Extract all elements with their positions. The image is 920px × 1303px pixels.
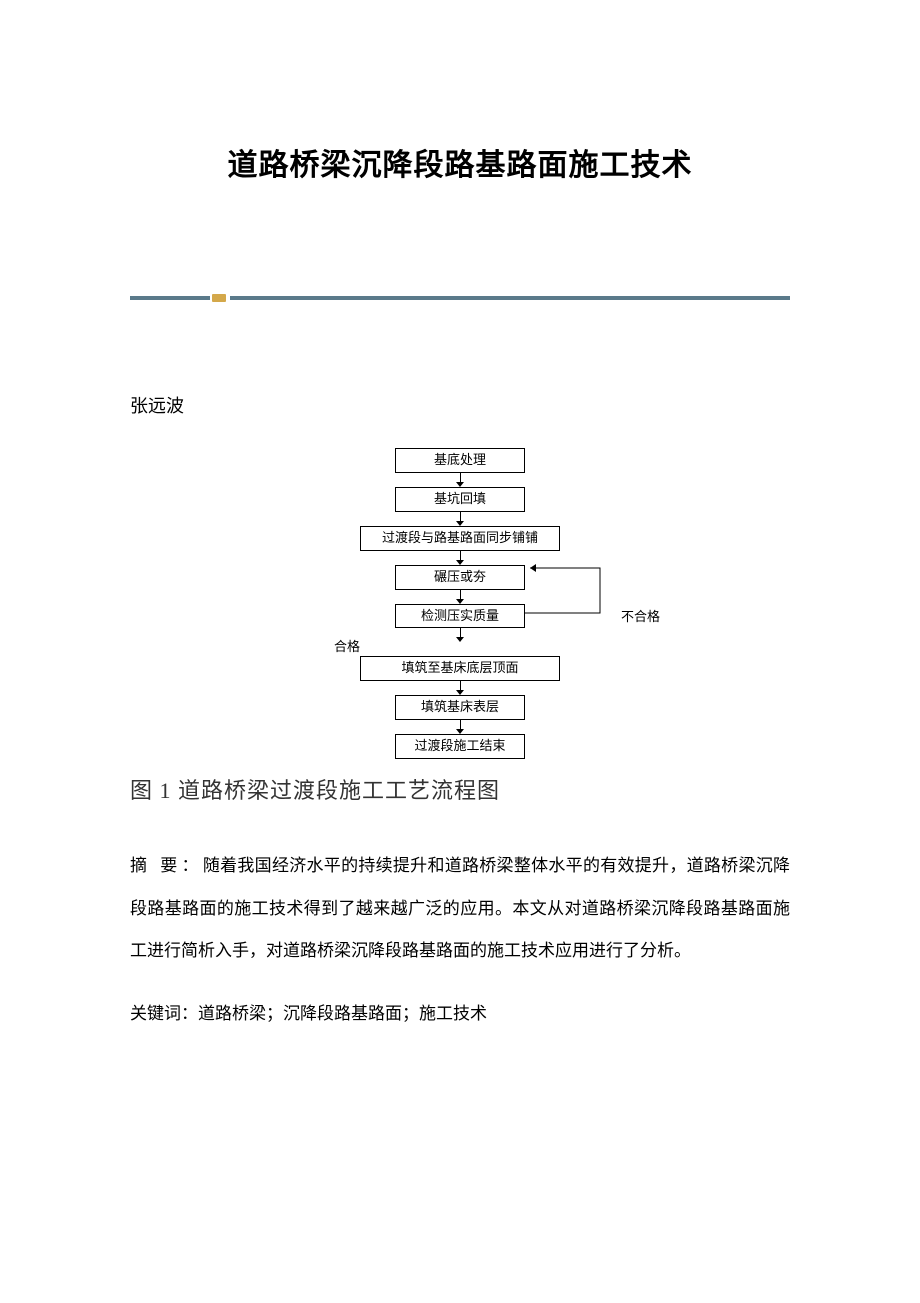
abstract-paragraph: 摘 要：随着我国经济水平的持续提升和道路桥梁整体水平的有效提升，道路桥梁沉降段路… <box>130 845 790 973</box>
figure-caption: 图 1 道路桥梁过渡段施工工艺流程图 <box>130 773 790 805</box>
divider-icon <box>212 294 226 302</box>
abstract-label: 摘 要： <box>130 856 203 875</box>
flow-node-8: 过渡段施工结束 <box>395 734 525 759</box>
flow-node-5: 检测压实质量 <box>395 604 525 629</box>
abstract-text: 随着我国经济水平的持续提升和道路桥梁整体水平的有效提升，道路桥梁沉降段路基路面的… <box>130 856 790 960</box>
flow-spacer <box>240 642 680 656</box>
divider-segment-left <box>130 296 210 300</box>
flow-label-fail: 不合格 <box>621 606 660 625</box>
flow-arrow <box>240 590 680 604</box>
flow-node-4: 碾压或夯 <box>395 565 525 590</box>
keywords-text: 道路桥梁；沉降段路基路面；施工技术 <box>198 1004 487 1023</box>
flow-node-1: 基底处理 <box>395 448 525 473</box>
flow-arrow <box>240 681 680 695</box>
flow-arrow: 合格 <box>240 628 680 642</box>
flow-node-6: 填筑至基床底层顶面 <box>360 656 560 681</box>
section-divider <box>130 294 790 302</box>
flow-arrow <box>240 473 680 487</box>
flow-node-7: 填筑基床表层 <box>395 695 525 720</box>
flow-arrow <box>240 512 680 526</box>
flow-label-pass: 合格 <box>334 636 360 655</box>
flow-arrow <box>240 720 680 734</box>
flow-node-2: 基坑回填 <box>395 487 525 512</box>
author-name: 张远波 <box>130 392 790 418</box>
flow-node-3: 过渡段与路基路面同步铺铺 <box>360 526 560 551</box>
document-title: 道路桥梁沉降段路基路面施工技术 <box>130 140 790 184</box>
keywords-label: 关键词： <box>130 1004 198 1023</box>
keywords-paragraph: 关键词：道路桥梁；沉降段路基路面；施工技术 <box>130 993 790 1036</box>
divider-segment-right <box>230 296 790 300</box>
flowchart-container: 基底处理 基坑回填 过渡段与路基路面同步铺铺 碾压或夯 检测压实质量 不合格 合… <box>130 448 790 759</box>
flow-arrow <box>240 551 680 565</box>
process-flowchart: 基底处理 基坑回填 过渡段与路基路面同步铺铺 碾压或夯 检测压实质量 不合格 合… <box>240 448 680 759</box>
